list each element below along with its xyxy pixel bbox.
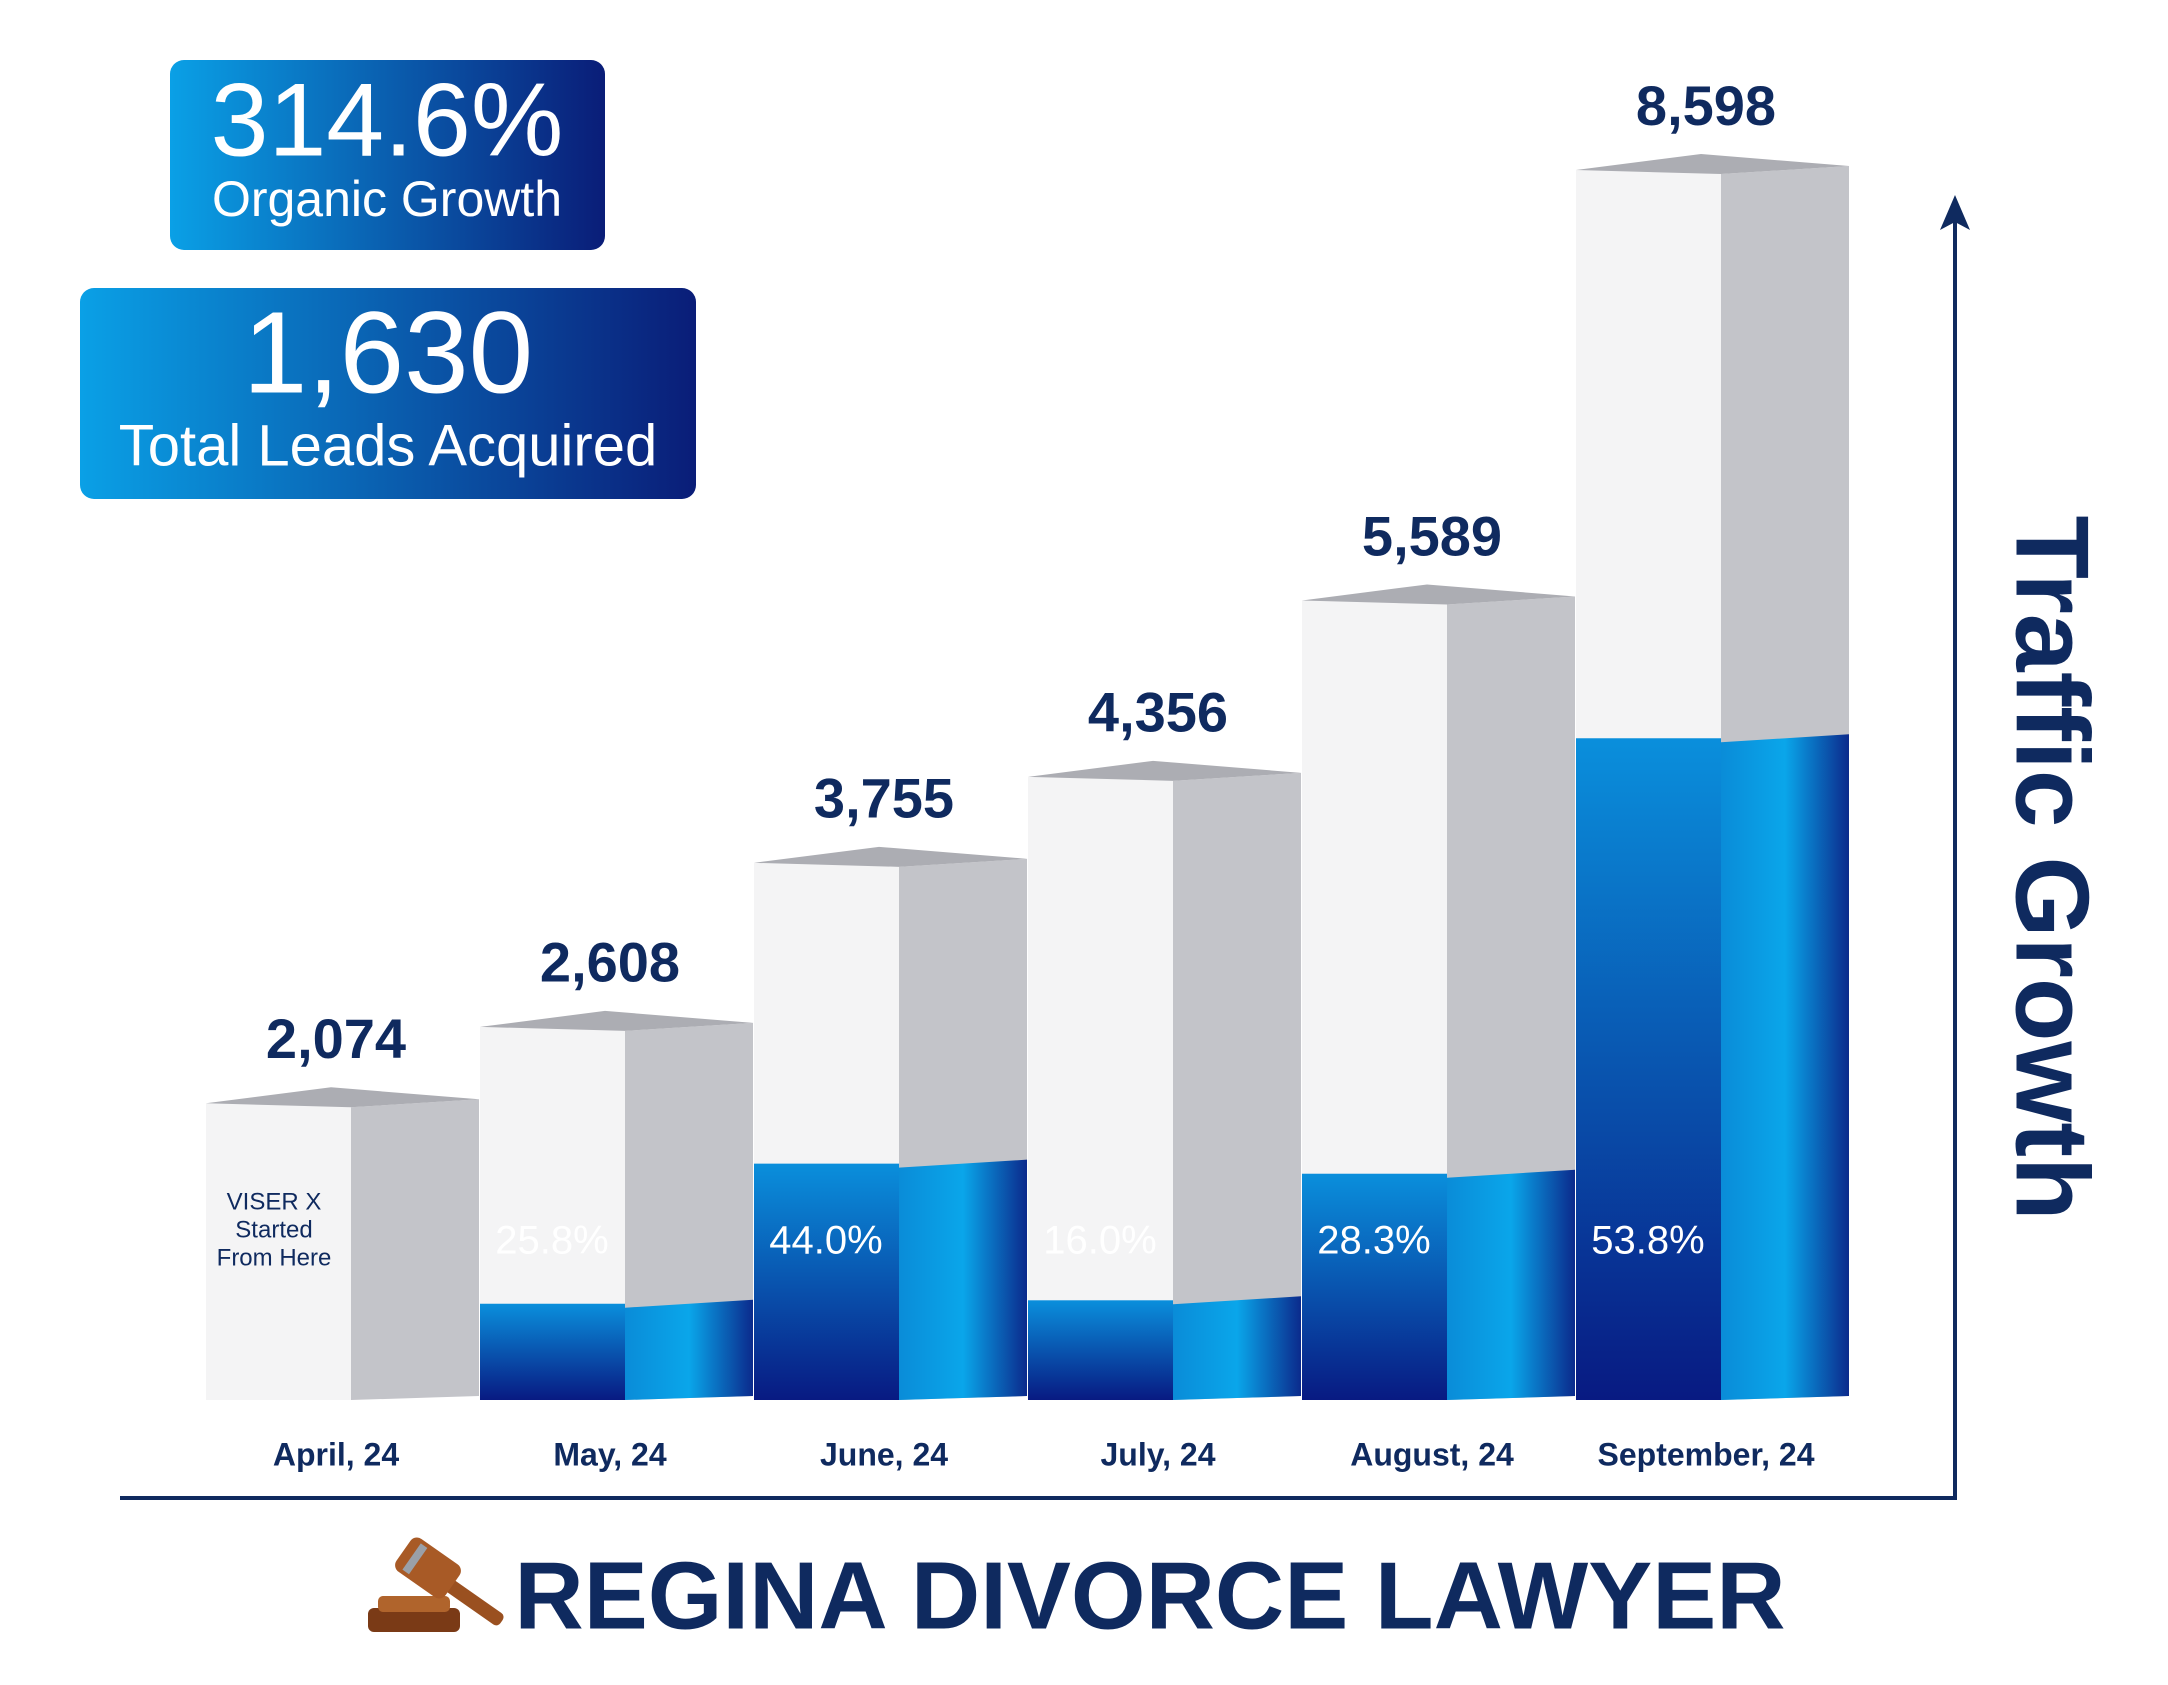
value-label: 4,356 — [1088, 681, 1228, 744]
x-tick-label: June, 24 — [820, 1436, 948, 1472]
bar-front — [206, 1103, 351, 1400]
growth-front — [480, 1303, 625, 1400]
bar-top — [480, 1010, 753, 1031]
value-label: 5,589 — [1362, 504, 1502, 567]
badge-box — [80, 288, 696, 499]
value-label: 3,755 — [814, 767, 954, 830]
y-axis-label: Traffic Growth — [1994, 516, 2110, 1221]
annotation: VISER X — [227, 1188, 322, 1215]
growth-front — [1576, 738, 1721, 1400]
growth-label: 53.8% — [1591, 1219, 1704, 1263]
value-label: 8,598 — [1636, 74, 1776, 137]
badge-label: Total Leads Acquired — [119, 413, 657, 478]
bar-top — [1302, 584, 1575, 605]
bar-top — [1028, 760, 1301, 781]
growth-side — [899, 1159, 1027, 1400]
badge-label: Organic Growth — [212, 171, 562, 227]
x-tick-label: April, 24 — [273, 1436, 399, 1472]
growth-label: 44.0% — [769, 1219, 882, 1263]
growth-front — [1302, 1173, 1447, 1400]
bar-top — [1576, 154, 1849, 174]
growth-side — [1173, 1296, 1301, 1400]
growth-front — [1028, 1300, 1173, 1400]
growth-label: 25.8% — [495, 1219, 608, 1263]
growth-label: 16.0% — [1043, 1219, 1156, 1263]
growth-side — [625, 1299, 753, 1400]
badge-value: 1,630 — [243, 288, 533, 418]
bar-top — [206, 1087, 479, 1108]
chart-title: REGINA DIVORCE LAWYER — [514, 1542, 1785, 1649]
annotation: Started — [235, 1216, 312, 1243]
annotation: From Here — [217, 1244, 332, 1271]
bar-front — [1028, 776, 1173, 1400]
bar-side — [1173, 772, 1301, 1400]
growth-front — [754, 1163, 899, 1400]
growth-side — [1721, 734, 1849, 1400]
x-tick-label: September, 24 — [1598, 1436, 1815, 1472]
badge: 1,630 Total Leads Acquired — [80, 288, 696, 499]
value-label: 2,074 — [266, 1007, 406, 1070]
badge: 314.6% Organic Growth — [170, 60, 605, 250]
growth-side — [1447, 1169, 1575, 1400]
axis-arrow — [1940, 195, 1970, 230]
badge-box — [170, 60, 605, 250]
growth-label: 28.3% — [1317, 1219, 1430, 1263]
gavel-icon — [368, 1537, 504, 1632]
x-tick-label: August, 24 — [1350, 1436, 1514, 1472]
x-tick-label: July, 24 — [1100, 1436, 1215, 1472]
x-tick-label: May, 24 — [553, 1436, 666, 1472]
bar-side — [351, 1099, 479, 1400]
bar-top — [754, 846, 1027, 867]
badge-value: 314.6% — [211, 62, 564, 178]
value-label: 2,608 — [540, 931, 680, 994]
